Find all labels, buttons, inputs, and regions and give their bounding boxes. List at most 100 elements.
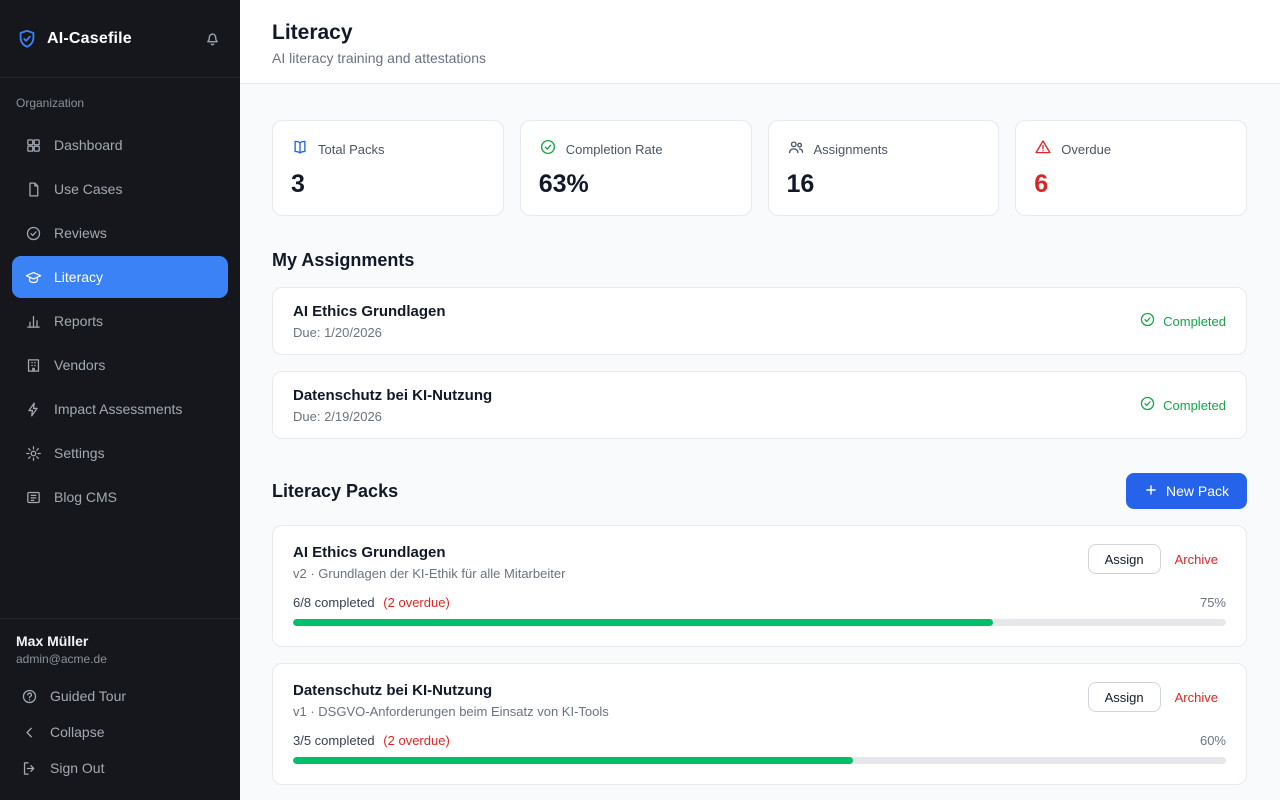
newspaper-icon [24, 489, 42, 506]
plus-icon [1144, 483, 1158, 500]
help-circle-icon [20, 688, 38, 705]
overdue-note: (2 overdue) [383, 733, 450, 748]
footer-item-label: Guided Tour [50, 688, 127, 704]
sidebar-item-label: Reports [54, 313, 104, 329]
stat-card-assignments: Assignments 16 [767, 120, 1000, 216]
page-content: Total Packs 3 Completion Rate 63% Assign… [240, 84, 1280, 800]
sidebar-item-impact-assessments[interactable]: Impact Assessments [12, 388, 228, 430]
sidebar-footer: Max Müller admin@acme.de Guided Tour Col… [0, 618, 240, 800]
lightning-icon [24, 401, 42, 418]
chevron-left-icon [20, 724, 38, 741]
assignment-row: Datenschutz bei KI-Nutzung Due: 2/19/202… [272, 371, 1247, 439]
sidebar-item-label: Vendors [54, 357, 106, 373]
completed-count: 6/8 completed [293, 595, 375, 610]
status-badge: Completed [1139, 395, 1226, 415]
graduation-cap-icon [24, 269, 42, 286]
brand-name: AI-Casefile [47, 29, 132, 47]
sidebar-item-settings[interactable]: Settings [12, 432, 228, 474]
user-name: Max Müller [16, 633, 89, 649]
assign-button[interactable]: Assign [1087, 544, 1161, 574]
brand: AI-Casefile [16, 28, 132, 50]
sign-out-button[interactable]: Sign Out [16, 752, 224, 784]
sidebar-item-blog-cms[interactable]: Blog CMS [12, 476, 228, 518]
my-assignments-heading: My Assignments [272, 250, 415, 270]
assign-button[interactable]: Assign [1087, 682, 1161, 712]
warning-triangle-icon [1034, 138, 1052, 161]
page-subtitle: AI literacy training and attestations [272, 50, 487, 66]
pack-subtitle: v2 · Grundlagen der KI-Ethik für alle Mi… [293, 566, 566, 581]
bell-icon[interactable] [203, 29, 222, 48]
guided-tour-button[interactable]: Guided Tour [16, 680, 224, 712]
archive-button[interactable]: Archive [1167, 546, 1226, 573]
sidebar-item-label: Settings [54, 445, 105, 461]
stat-card-completion-rate: Completion Rate 63% [519, 120, 752, 216]
sidebar-item-reports[interactable]: Reports [12, 300, 228, 342]
new-pack-button[interactable]: New Pack [1125, 473, 1247, 509]
new-pack-label: New Pack [1165, 483, 1229, 499]
status-label: Completed [1163, 397, 1226, 413]
assignment-due-date: Due: 2/19/2026 [293, 408, 382, 424]
stat-value: 6 [1034, 170, 1049, 198]
stat-label: Total Packs [318, 142, 385, 157]
dashboard-icon [24, 137, 42, 154]
stat-value: 3 [291, 170, 305, 198]
sidebar-item-label: Blog CMS [54, 489, 118, 505]
document-icon [24, 181, 42, 198]
assignment-row: AI Ethics Grundlagen Due: 1/20/2026 Comp… [272, 287, 1247, 355]
sidebar-header: AI-Casefile [0, 0, 240, 78]
progress-percent: 60% [1199, 733, 1226, 748]
page-title: Literacy [272, 21, 353, 44]
packs-header: Literacy Packs New Pack [272, 473, 1247, 509]
sidebar-footer-nav: Guided Tour Collapse Sign Out [16, 680, 224, 784]
assignment-due-date: Due: 1/20/2026 [293, 324, 382, 340]
footer-item-label: Collapse [50, 724, 105, 740]
collapse-sidebar-button[interactable]: Collapse [16, 716, 224, 748]
sidebar-item-label: Literacy [54, 269, 104, 285]
progress-bar-fill [293, 619, 993, 626]
stat-card-total-packs: Total Packs 3 [272, 120, 504, 216]
stats-row: Total Packs 3 Completion Rate 63% Assign… [272, 120, 1247, 216]
stat-value: 63% [538, 170, 589, 198]
check-circle-icon [1139, 395, 1156, 415]
sidebar-item-label: Use Cases [54, 181, 123, 197]
progress-bar-fill [293, 757, 853, 764]
sidebar-item-label: Dashboard [54, 137, 123, 153]
sidebar-item-label: Reviews [54, 225, 107, 241]
sidebar-item-reviews[interactable]: Reviews [12, 212, 228, 254]
open-book-icon [291, 138, 309, 161]
pack-title: Datenschutz bei KI-Nutzung [293, 682, 493, 699]
stat-label: Completion Rate [565, 142, 663, 157]
check-circle-icon [24, 225, 42, 242]
sidebar-item-use-cases[interactable]: Use Cases [12, 168, 228, 210]
stat-label: Assignments [813, 142, 888, 157]
sidebar-item-vendors[interactable]: Vendors [12, 344, 228, 386]
building-icon [24, 357, 42, 374]
archive-button[interactable]: Archive [1167, 684, 1226, 711]
users-icon [787, 138, 805, 161]
progress-bar [293, 757, 1226, 764]
main-area: Literacy AI literacy training and attest… [240, 0, 1280, 800]
pack-title: AI Ethics Grundlagen [293, 544, 446, 561]
sidebar-section-label: Organization [16, 96, 85, 110]
stat-label: Overdue [1061, 142, 1112, 157]
check-circle-icon [1139, 311, 1156, 331]
pack-subtitle: v1 · DSGVO-Anforderungen beim Einsatz vo… [293, 704, 609, 719]
footer-item-label: Sign Out [50, 760, 105, 776]
assignment-title: Datenschutz bei KI-Nutzung [293, 386, 493, 404]
literacy-packs-heading: Literacy Packs [272, 480, 399, 501]
stat-card-overdue: Overdue 6 [1015, 120, 1247, 216]
sidebar-item-literacy[interactable]: Literacy [12, 256, 228, 298]
bar-chart-icon [24, 313, 42, 330]
pack-card: AI Ethics Grundlagen v2 · Grundlagen der… [272, 525, 1247, 647]
shield-icon [16, 28, 38, 50]
user-email: admin@acme.de [16, 652, 107, 666]
check-circle-icon [539, 138, 557, 161]
sidebar-item-dashboard[interactable]: Dashboard [12, 124, 228, 166]
sidebar-item-label: Impact Assessments [54, 401, 183, 417]
status-badge: Completed [1139, 311, 1226, 331]
assignment-title: AI Ethics Grundlagen [293, 302, 446, 320]
pack-card: Datenschutz bei KI-Nutzung v1 · DSGVO-An… [272, 663, 1247, 785]
sign-out-icon [20, 760, 38, 777]
stat-value: 16 [786, 170, 815, 198]
